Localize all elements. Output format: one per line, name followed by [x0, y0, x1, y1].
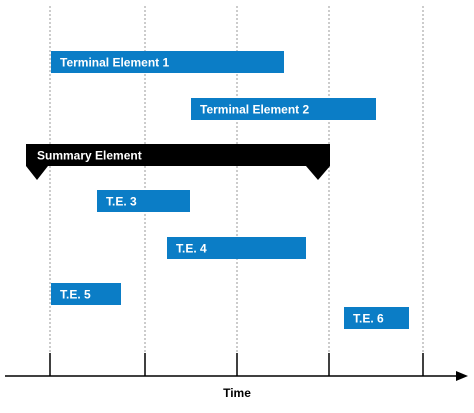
element-bars: Terminal Element 1 Terminal Element 2 T.E.…: [26, 51, 409, 329]
time-axis-arrow-icon: [456, 371, 468, 381]
summary-element-label: Summary Element: [37, 149, 142, 163]
time-axis-label: Time: [223, 386, 251, 400]
terminal-element-2-bar: [191, 98, 376, 120]
terminal-element-1-label: Terminal Element 1: [60, 56, 169, 70]
summary-element-left-notch-icon: [26, 166, 48, 180]
terminal-element-3-bar: [97, 190, 190, 212]
terminal-element-4-bar: [167, 237, 306, 259]
terminal-element-6-label: T.E. 6: [353, 312, 384, 326]
terminal-element-6-bar: [344, 307, 409, 329]
summary-element-right-notch-icon: [306, 166, 330, 180]
terminal-element-6: T.E. 6: [344, 307, 409, 329]
terminal-element-4: T.E. 4: [167, 237, 306, 259]
terminal-element-3: T.E. 3: [97, 190, 190, 212]
terminal-element-2: Terminal Element 2: [191, 98, 376, 120]
time-axis: Time: [5, 353, 468, 400]
terminal-element-5-label: T.E. 5: [60, 288, 91, 302]
terminal-element-5: T.E. 5: [51, 283, 121, 305]
summary-element: Summary Element: [26, 144, 330, 180]
terminal-element-4-label: T.E. 4: [176, 242, 207, 256]
time-axis-ticks: [49, 353, 424, 376]
terminal-element-5-bar: [51, 283, 121, 305]
terminal-element-1: Terminal Element 1: [51, 51, 284, 73]
terminal-element-2-label: Terminal Element 2: [200, 103, 309, 117]
terminal-element-1-bar: [51, 51, 284, 73]
terminal-element-3-label: T.E. 3: [106, 195, 137, 209]
summary-element-bar: [26, 144, 330, 166]
